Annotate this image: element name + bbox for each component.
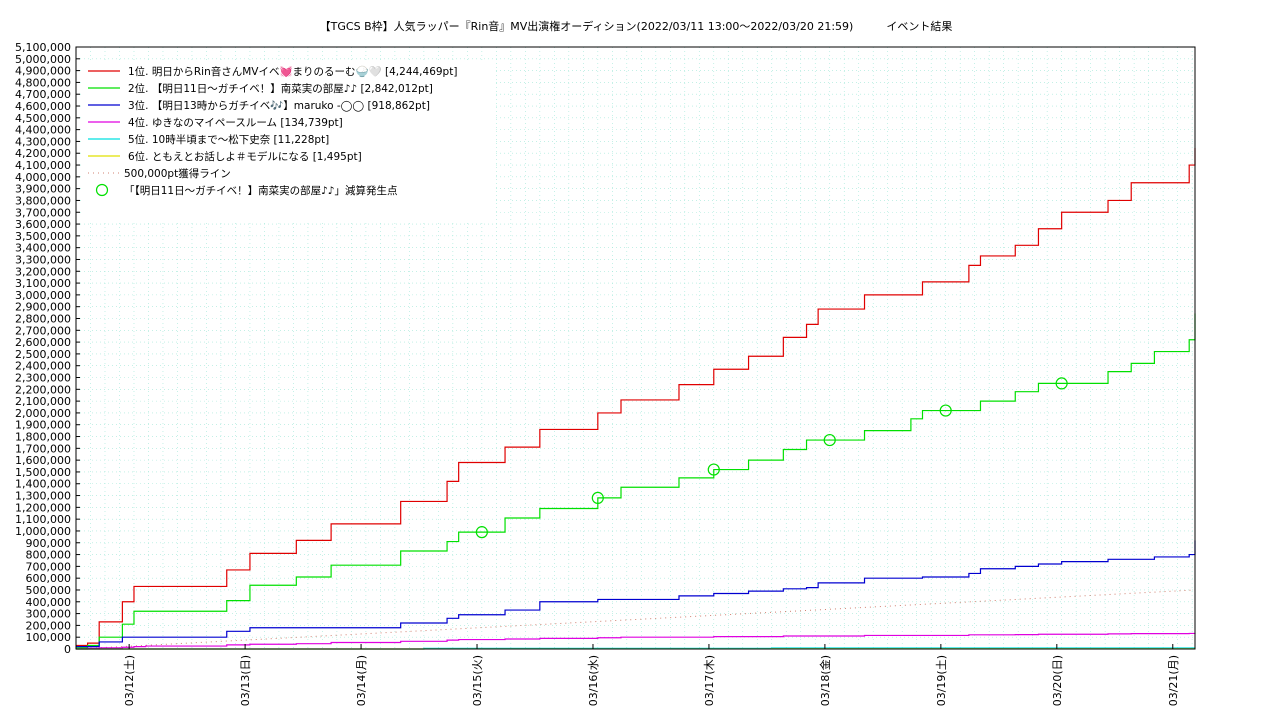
y-tick-label: 1,700,000 <box>15 442 71 455</box>
y-tick-label: 4,300,000 <box>15 135 71 148</box>
decrement-marker <box>939 404 952 417</box>
y-tick-label: 1,600,000 <box>15 454 71 467</box>
y-tick-label: 4,600,000 <box>15 100 71 113</box>
y-tick-label: 1,900,000 <box>15 419 71 432</box>
series-line-2 <box>76 313 1196 649</box>
x-tick-label: 03/17(木) <box>703 655 716 706</box>
y-tick-label: 3,600,000 <box>15 218 71 231</box>
x-tick-label: 03/15(火) <box>471 655 484 706</box>
legend-label-5: 5位. 10時半頃まで〜松下史奈 [11,228pt] <box>128 133 329 146</box>
y-tick-label: 3,700,000 <box>15 206 71 219</box>
y-tick-label: 3,800,000 <box>15 194 71 207</box>
series-line-4 <box>76 632 1196 650</box>
y-tick-label: 2,800,000 <box>15 312 71 325</box>
y-tick-label: 900,000 <box>26 537 72 550</box>
legend-swatch-marker <box>95 183 109 197</box>
decrement-marker <box>591 491 604 505</box>
y-tick-label: 2,200,000 <box>15 383 71 396</box>
y-tick-label: 4,500,000 <box>15 112 71 125</box>
y-tick-label: 3,500,000 <box>15 230 71 243</box>
y-tick-label: 100,000 <box>26 631 72 644</box>
grid <box>76 47 1195 649</box>
decrement-marker <box>823 433 836 447</box>
y-tick-label: 3,900,000 <box>15 183 71 196</box>
y-tick-label: 700,000 <box>26 560 72 573</box>
y-tick-label: 300,000 <box>26 608 72 621</box>
legend-label-4: 4位. ゆきなのマイペースルーム [134,739pt] <box>128 116 343 129</box>
reference-line-500000 <box>75 589 1196 650</box>
x-tick-label: 03/14(月) <box>355 655 368 706</box>
y-tick-label: 2,500,000 <box>15 348 71 361</box>
y-tick-label: 5,000,000 <box>15 53 71 66</box>
x-tick-label: 03/21(月) <box>1167 655 1180 706</box>
legend-label-2: 2位. 【明日11日〜ガチイベ！】南菜実の部屋♪♪ [2,842,012pt] <box>128 82 433 95</box>
y-tick-label: 4,100,000 <box>15 159 71 172</box>
y-tick-label: 2,100,000 <box>15 395 71 408</box>
y-tick-label: 2,000,000 <box>15 407 71 420</box>
x-tick-label: 03/16(水) <box>587 655 600 706</box>
legend-label-reference: 500,000pt獲得ライン <box>124 167 231 180</box>
y-tick-label: 2,300,000 <box>15 372 71 385</box>
legend-background <box>82 60 494 220</box>
y-tick-label: 800,000 <box>26 549 72 562</box>
marker-layer <box>475 377 1068 539</box>
y-tick-label: 200,000 <box>26 619 72 632</box>
y-tick-label: 4,900,000 <box>15 65 71 78</box>
y-tick-label: 3,000,000 <box>15 289 71 302</box>
x-tick-label: 03/19(土) <box>935 655 948 706</box>
y-axis-ticks: 0100,000200,000300,000400,000500,000600,… <box>15 41 80 656</box>
y-tick-label: 3,100,000 <box>15 277 71 290</box>
x-tick-label: 03/18(金) <box>818 655 832 706</box>
y-tick-label: 1,500,000 <box>15 466 71 479</box>
legend-label-3: 3位. 【明日13時からガチイベ🎶】maruko -◯◯ [918,862pt] <box>128 99 430 112</box>
y-tick-label: 4,000,000 <box>15 171 71 184</box>
decrement-marker <box>1055 377 1068 390</box>
y-tick-label: 1,800,000 <box>15 431 71 444</box>
decrement-marker <box>475 526 488 539</box>
reference-line-layer <box>75 589 1196 650</box>
y-tick-label: 4,200,000 <box>15 147 71 160</box>
y-tick-label: 4,400,000 <box>15 124 71 137</box>
y-tick-label: 1,300,000 <box>15 490 71 503</box>
x-tick-label: 03/20(日) <box>1051 655 1064 706</box>
series-line-3 <box>76 540 1196 648</box>
x-axis-ticks: 03/12(土) 03/13(日) 03/14(月) 03/15(火) 03/16(水)… <box>123 644 1180 706</box>
legend-label-1: 1位. 明日からRin音さんMVイベ💓まりのるーむ🍚🤍 [4,244,469pt… <box>128 65 457 78</box>
y-tick-label: 1,400,000 <box>15 478 71 491</box>
y-tick-label: 3,300,000 <box>15 253 71 266</box>
y-tick-label: 2,400,000 <box>15 360 71 373</box>
y-tick-label: 0 <box>64 643 71 656</box>
legend-label-marker: 「【明日11日〜ガチイベ！】南菜実の部屋♪♪」減算発生点 <box>124 184 398 197</box>
y-tick-label: 4,800,000 <box>15 76 71 89</box>
series-line-1 <box>76 147 1196 647</box>
y-tick-label: 500,000 <box>26 584 72 597</box>
plot-frame <box>75 46 1196 650</box>
y-tick-label: 1,000,000 <box>15 525 71 538</box>
x-tick-label: 03/12(土) <box>123 655 136 706</box>
legend-label-6: 6位. ともえとお話しよ＃モデルになる [1,495pt] <box>128 150 362 163</box>
y-tick-label: 4,700,000 <box>15 88 71 101</box>
y-tick-label: 2,700,000 <box>15 324 71 337</box>
chart-title: 【TGCS B枠】人気ラッパー『Rin音』MV出演権オーディション(2022/0… <box>320 19 953 33</box>
x-tick-label: 03/13(日) <box>239 655 252 706</box>
y-tick-label: 3,200,000 <box>15 265 71 278</box>
y-tick-label: 1,200,000 <box>15 501 71 514</box>
y-tick-label: 3,400,000 <box>15 242 71 255</box>
decrement-marker <box>707 463 720 476</box>
legend: 1位. 明日からRin音さんMVイベ💓まりのるーむ🍚🤍 [4,244,469pt… <box>82 60 494 220</box>
y-tick-label: 2,600,000 <box>15 336 71 349</box>
y-tick-label: 400,000 <box>26 596 72 609</box>
y-tick-label: 2,900,000 <box>15 301 71 314</box>
y-tick-label: 5,100,000 <box>15 41 71 54</box>
y-tick-label: 1,100,000 <box>15 513 71 526</box>
y-tick-label: 600,000 <box>26 572 72 585</box>
